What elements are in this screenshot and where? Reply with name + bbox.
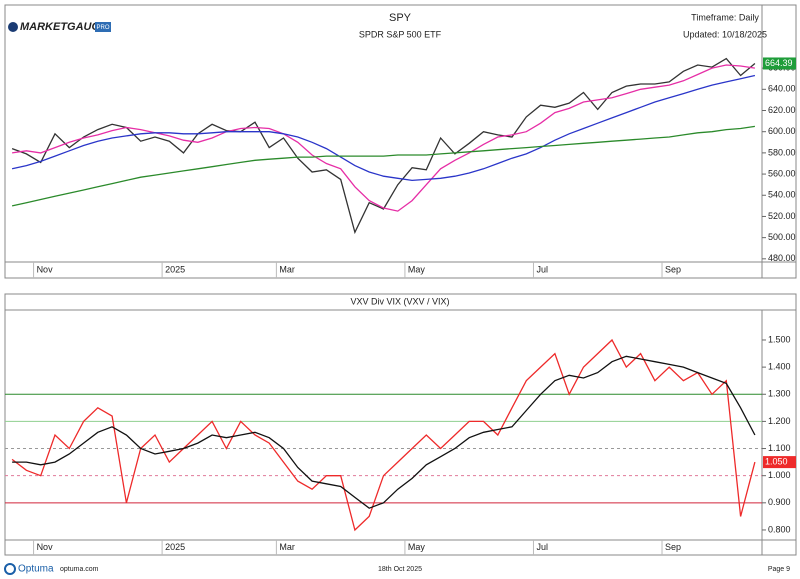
y-tick-label: 500.00 [768, 232, 796, 242]
chart-subtitle: SPDR S&P 500 ETF [359, 29, 442, 39]
y-tick-label: 1.000 [768, 470, 791, 480]
last-value-label: 1.050 [765, 456, 788, 466]
y-tick-label: 600.00 [768, 126, 796, 136]
y-tick-label: 1.300 [768, 389, 791, 399]
plots: 480.00 500.00 520.00 540.00 560.00 580.00 600.… [5, 57, 796, 555]
chart-title: SPY [389, 12, 412, 24]
footer-icon [4, 563, 16, 575]
footer-site: optuma.com [60, 566, 99, 573]
series-line [11, 125, 755, 207]
x-tick-label: May [408, 542, 426, 552]
x-tick-label: May [408, 264, 426, 274]
x-tick-label: Sep [665, 542, 681, 552]
chart-title: VXV Div VIX (VXV / VIX) [350, 296, 449, 306]
x-tick-label: 2025 [165, 264, 185, 274]
y-tick-label: 580.00 [768, 147, 796, 157]
x-tick-label: Mar [279, 264, 295, 274]
timeframe: Timeframe: Daily [691, 12, 759, 22]
y-tick-label: 540.00 [768, 190, 796, 200]
y-tick-label: 1.100 [768, 443, 791, 453]
logo-badge: PRO [96, 25, 109, 31]
series-line [12, 355, 756, 509]
y-tick-label: 1.200 [768, 416, 791, 426]
y-tick-label: 1.500 [768, 334, 791, 344]
last-value-label: 664.39 [765, 58, 793, 68]
y-tick-label: 1.400 [768, 361, 791, 371]
logo-badge-bg [95, 22, 111, 32]
x-tick-label: Jul [536, 264, 548, 274]
y-tick-label: 480.00 [768, 253, 796, 263]
footer-brand: Optuma [18, 564, 54, 575]
y-tick-label: 640.00 [768, 84, 796, 94]
updated: Updated: 10/18/2025 [683, 29, 767, 39]
x-tick-label: Nov [37, 264, 54, 274]
bottom-panel [4, 293, 797, 556]
series-line [12, 64, 755, 212]
x-tick-label: Jul [536, 542, 548, 552]
footer-date: 18th Oct 2025 [378, 566, 422, 573]
series-line [11, 57, 756, 235]
x-tick-label: Nov [37, 542, 54, 552]
last-value-box [763, 57, 796, 70]
x-tick-label: Mar [279, 542, 295, 552]
top-panel [4, 4, 797, 279]
footer-page: Page 9 [768, 566, 790, 573]
y-tick-label: 0.800 [768, 524, 791, 534]
series-line [11, 338, 756, 532]
x-tick-label: Sep [665, 264, 681, 274]
last-value-box [763, 456, 796, 469]
y-tick-label: 0.900 [768, 497, 791, 507]
series-line [11, 74, 756, 182]
y-tick-label: 560.00 [768, 168, 796, 178]
x-tick-label: 2025 [165, 542, 185, 552]
logo: MARKETGAUGE [20, 21, 108, 33]
y-tick-label: 520.00 [768, 211, 796, 221]
logo-icon [8, 22, 18, 32]
y-tick-label: 620.00 [768, 105, 796, 115]
